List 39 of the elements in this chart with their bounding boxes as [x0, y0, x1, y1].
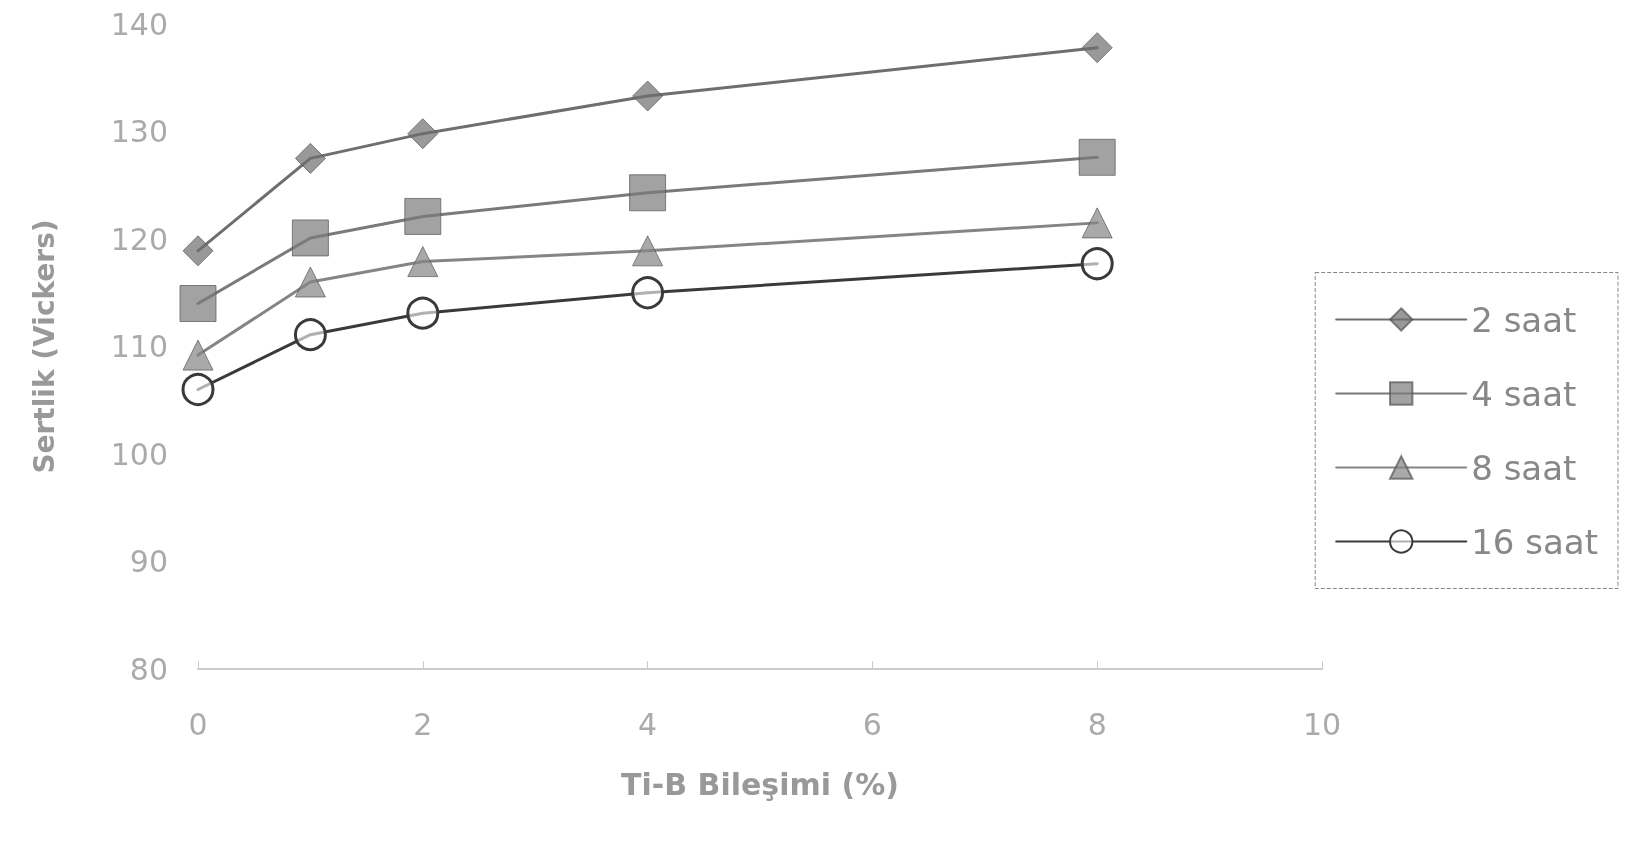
point — [1080, 247, 1114, 281]
point — [182, 235, 214, 267]
legend-label: 2 saat — [1471, 299, 1577, 340]
point — [407, 246, 439, 278]
x-tick-label: 2 — [413, 706, 433, 742]
y-tick-label: 110 — [110, 329, 168, 364]
point — [294, 142, 326, 174]
y-tick-label: 80 — [129, 651, 168, 687]
y-tick-label: 90 — [129, 544, 168, 579]
x-tick-label: 6 — [862, 706, 882, 742]
legend-label: 4 saat — [1471, 373, 1577, 414]
point — [407, 118, 439, 150]
point — [182, 339, 214, 371]
point — [631, 276, 665, 310]
point — [181, 373, 215, 406]
point — [293, 318, 327, 352]
point — [1078, 138, 1116, 176]
point — [632, 80, 664, 112]
point — [629, 174, 667, 212]
y-tick-label: 120 — [110, 221, 168, 257]
y-tick-label: 140 — [110, 6, 168, 42]
point — [1081, 32, 1113, 64]
point — [404, 197, 442, 235]
legend-label: 16 saat — [1471, 521, 1599, 562]
legend-label: 8 saat — [1471, 447, 1577, 488]
point — [294, 266, 326, 298]
point — [179, 285, 217, 322]
y-tick-label: 130 — [110, 114, 168, 149]
point — [291, 219, 329, 257]
y-axis-title: Sertlik (Vickers) — [27, 219, 61, 474]
x-tick-label: 4 — [638, 706, 658, 742]
point — [406, 296, 440, 330]
x-tick-label: 8 — [1087, 706, 1107, 742]
x-tick-label: 0 — [188, 706, 208, 742]
x-axis-title: Ti-B Bileşimi (%) — [621, 766, 899, 802]
x-tick-label: 10 — [1302, 706, 1342, 742]
point — [632, 235, 664, 267]
point — [1081, 207, 1113, 239]
y-tick-label: 100 — [110, 436, 168, 472]
